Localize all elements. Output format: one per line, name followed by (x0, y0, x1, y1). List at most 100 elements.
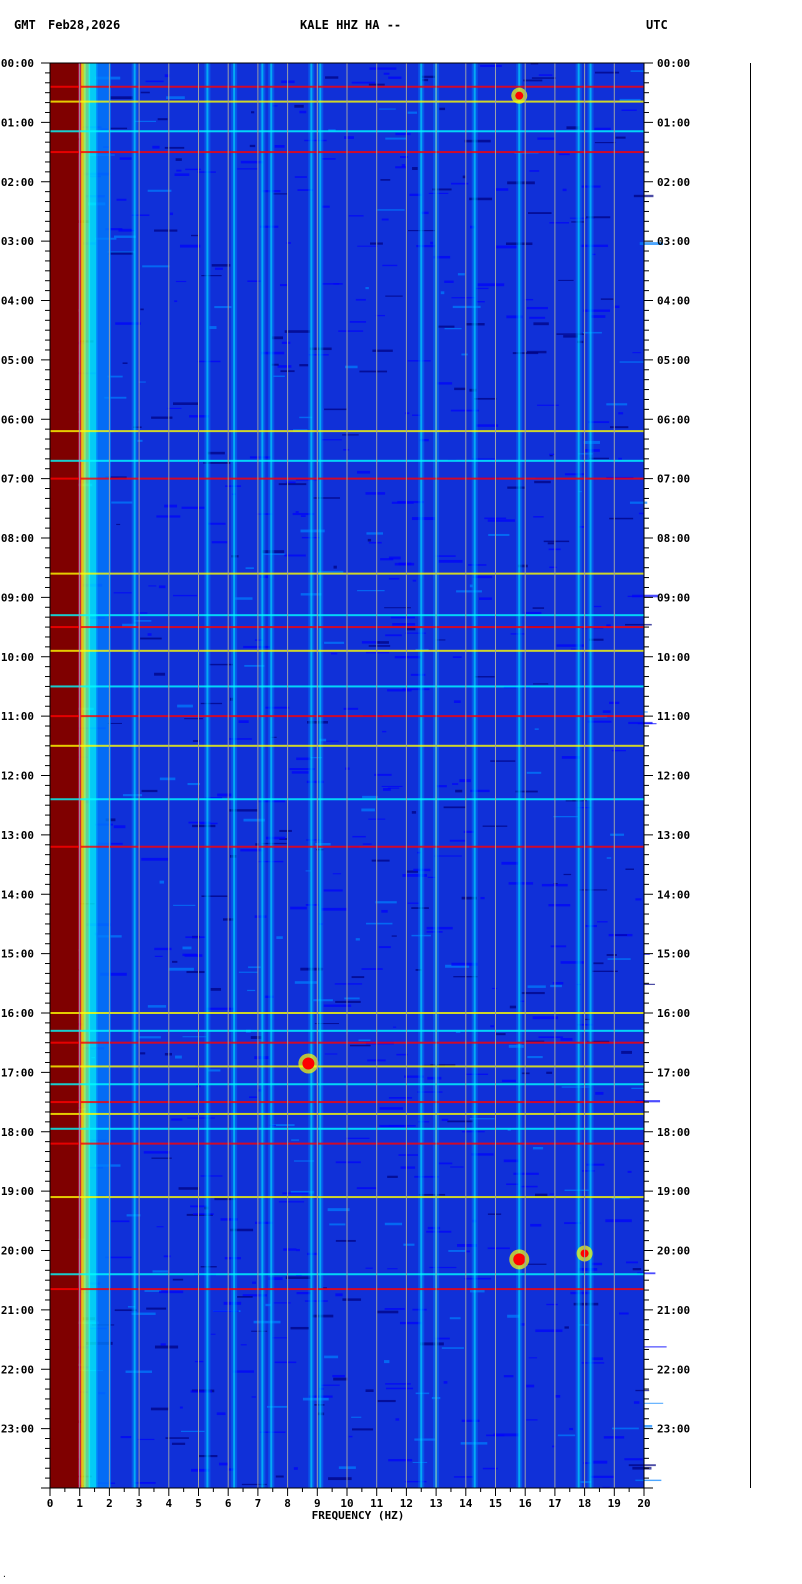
noise-cell (383, 72, 390, 75)
noise-cell (362, 795, 378, 799)
noise-cell (241, 1483, 267, 1486)
noise-cell (296, 1248, 300, 1252)
noise-cell (377, 1310, 399, 1314)
noise-cell (471, 458, 496, 461)
noise-cell (557, 1434, 576, 1437)
noise-cell (328, 1477, 352, 1481)
noise-cell (182, 1036, 207, 1038)
y-tick-label-right: 11:00 (657, 710, 690, 723)
noise-cell (606, 403, 628, 406)
noise-cell (621, 109, 637, 111)
noise-cell (375, 901, 397, 904)
noise-cell (534, 1193, 548, 1197)
noise-cell (549, 455, 553, 457)
frequency-streak-core (518, 63, 521, 1488)
noise-cell (411, 907, 429, 909)
noise-cell (560, 1037, 573, 1041)
noise-cell (440, 291, 445, 295)
noise-cell (126, 1214, 141, 1217)
noise-cell (342, 1298, 362, 1301)
noise-cell (351, 81, 376, 84)
noise-cell (296, 1291, 311, 1295)
noise-cell (230, 1228, 254, 1232)
noise-cell (200, 702, 223, 705)
noise-cell (532, 1146, 544, 1150)
noise-cell (278, 483, 307, 486)
noise-cell (477, 283, 505, 287)
noise-cell (379, 1107, 404, 1110)
noise-cell (251, 1330, 268, 1332)
noise-cell (105, 1256, 132, 1259)
noise-cell (385, 295, 403, 297)
noise-cell (368, 645, 391, 647)
noise-cell (254, 639, 263, 641)
noise-cell (214, 267, 223, 270)
noise-cell (122, 362, 128, 364)
noise-cell (543, 540, 570, 543)
noise-cell (530, 63, 539, 65)
noise-cell (151, 1157, 172, 1159)
noise-cell (323, 1004, 352, 1007)
noise-cell (456, 1244, 478, 1247)
noise-cell (448, 1249, 466, 1252)
noise-cell (381, 909, 388, 913)
noise-cell (388, 1124, 416, 1127)
noise-cell (566, 126, 580, 130)
noise-cell (137, 612, 148, 614)
noise-cell (109, 127, 128, 130)
noise-cell (635, 1100, 661, 1103)
noise-cell (273, 193, 288, 195)
y-tick-label-left: 12:00 (1, 770, 34, 783)
noise-cell (609, 426, 629, 429)
noise-cell (159, 777, 176, 781)
noise-cell (204, 797, 223, 800)
y-tick-label-right: 23:00 (657, 1423, 690, 1436)
noise-cell (635, 1479, 662, 1482)
noise-cell (463, 830, 474, 833)
noise-cell (119, 157, 132, 160)
noise-cell (236, 1296, 253, 1298)
noise-cell (361, 968, 383, 970)
noise-cell (227, 1468, 235, 1471)
noise-cell (154, 672, 166, 676)
noise-cell (510, 633, 525, 635)
noise-cell (453, 1476, 474, 1478)
noise-cell (560, 961, 584, 964)
x-tick-label: 4 (165, 1497, 172, 1510)
noise-cell (592, 970, 618, 973)
noise-cell (529, 170, 540, 172)
noise-cell (533, 322, 549, 326)
y-tick-label-right: 02:00 (657, 176, 690, 189)
noise-cell (140, 308, 144, 311)
noise-cell (327, 1208, 350, 1212)
noise-cell (546, 1071, 553, 1074)
noise-cell (277, 365, 292, 368)
noise-cell (150, 1407, 169, 1411)
axes: 00:00 00:00 01:00 01:00 02:00 02:00 03:00 03:00… (1, 57, 690, 1510)
noise-cell (395, 132, 411, 136)
noise-cell (451, 962, 478, 966)
noise-cell (142, 265, 170, 268)
noise-cell (272, 1337, 288, 1339)
noise-cell (558, 153, 570, 156)
noise-cell (154, 947, 172, 951)
noise-cell (335, 1161, 361, 1164)
noise-cell (388, 556, 401, 560)
noise-cell (476, 301, 485, 303)
x-tick-label: 14 (459, 1497, 473, 1510)
noise-cell (229, 738, 252, 740)
x-tick-label: 15 (489, 1497, 502, 1510)
noise-cell (300, 515, 306, 518)
noise-cell (387, 787, 400, 789)
noise-cell (538, 74, 553, 76)
noise-cell (503, 1159, 519, 1163)
noise-cell (445, 964, 470, 968)
noise-cell (398, 1154, 419, 1156)
noise-cell (210, 987, 222, 991)
noise-cell (295, 479, 319, 481)
noise-cell (209, 663, 234, 666)
noise-cell (181, 506, 205, 509)
noise-cell (240, 160, 264, 164)
noise-cell (388, 76, 402, 79)
noise-cell (265, 836, 286, 840)
